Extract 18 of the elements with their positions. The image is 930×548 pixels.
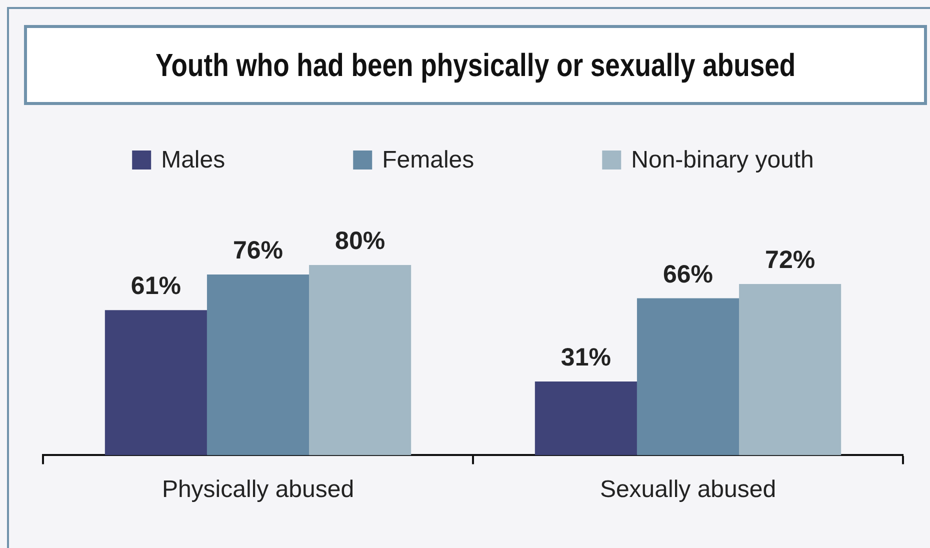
data-label: 66% [662,260,714,288]
bar [739,284,842,456]
legend-label: Males [161,146,226,174]
bar [534,382,637,456]
chart-title: Youth who had been physically or sexually abused [155,46,796,84]
x-tick-label: Sexually abused [600,476,776,504]
data-label: 31% [560,343,611,372]
x-tick-label: Physically abused [162,476,354,504]
legend-label: Non-binary youth [631,146,814,174]
bar [104,310,207,456]
legend-label: Females [382,146,474,174]
data-label: 76% [232,236,284,265]
data-label: 72% [765,246,816,274]
data-label: 61% [130,272,181,300]
data-label: 80% [335,227,386,255]
bar [636,298,740,456]
bar [206,274,310,456]
bar [309,265,412,456]
